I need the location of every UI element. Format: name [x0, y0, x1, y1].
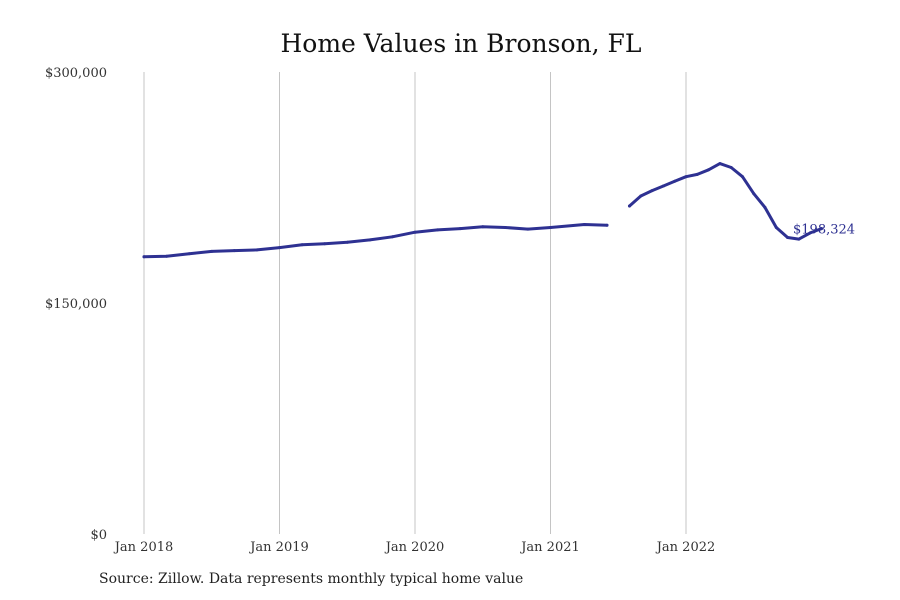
series-line-segment-1	[628, 162, 823, 241]
data-point	[142, 255, 146, 259]
data-point	[413, 230, 417, 234]
data-point	[390, 235, 394, 239]
data-point	[278, 246, 281, 250]
data-point	[165, 254, 169, 258]
data-point	[323, 242, 327, 246]
chart-title: Home Values in Bronson, FL	[281, 29, 642, 58]
data-point	[503, 226, 507, 229]
x-tick-label: Jan 2020	[384, 540, 445, 555]
data-point	[628, 204, 631, 208]
data-point	[786, 236, 790, 239]
data-point	[582, 223, 586, 226]
data-point	[232, 249, 236, 253]
y-axis-ticks: $0 $150,000 $300,000	[45, 66, 107, 543]
data-point	[695, 172, 699, 176]
data-point	[661, 184, 665, 188]
x-tick-label: Jan 2019	[248, 540, 309, 555]
data-point	[673, 179, 677, 183]
data-point	[639, 194, 643, 198]
data-point	[741, 175, 744, 179]
data-point	[650, 189, 654, 193]
data-point	[187, 252, 191, 256]
data-point	[729, 166, 733, 169]
series-line-segment-0	[142, 223, 609, 259]
last-value-label: $198,324	[793, 223, 855, 238]
data-point	[763, 206, 767, 209]
x-tick-label: Jan 2018	[113, 540, 174, 555]
y-tick-label: $150,000	[45, 297, 107, 312]
chart-series	[142, 162, 823, 259]
data-point	[718, 162, 722, 166]
x-tick-label: Jan 2022	[655, 540, 716, 555]
y-tick-label: $300,000	[45, 66, 107, 81]
x-tick-label: Jan 2021	[519, 540, 580, 555]
chart-grid	[143, 72, 687, 534]
data-point	[808, 231, 812, 235]
data-point	[797, 237, 801, 241]
data-point	[458, 227, 462, 231]
data-point	[300, 243, 304, 247]
source-note: Source: Zillow. Data represents monthly …	[99, 571, 524, 587]
y-tick-label: $0	[90, 528, 107, 543]
data-point	[368, 238, 372, 242]
data-point	[481, 225, 485, 229]
data-point	[752, 192, 756, 196]
data-point	[210, 249, 214, 253]
data-point	[345, 240, 349, 244]
x-axis-ticks: Jan 2018 Jan 2019 Jan 2020 Jan 2021 Jan 2022	[113, 540, 716, 555]
data-point	[820, 227, 823, 231]
data-point	[707, 168, 711, 172]
data-point	[255, 248, 259, 252]
data-point	[436, 228, 440, 232]
data-point	[684, 175, 688, 179]
data-point	[605, 223, 609, 227]
data-point	[549, 226, 552, 229]
data-point	[526, 227, 530, 231]
data-point	[774, 226, 778, 229]
